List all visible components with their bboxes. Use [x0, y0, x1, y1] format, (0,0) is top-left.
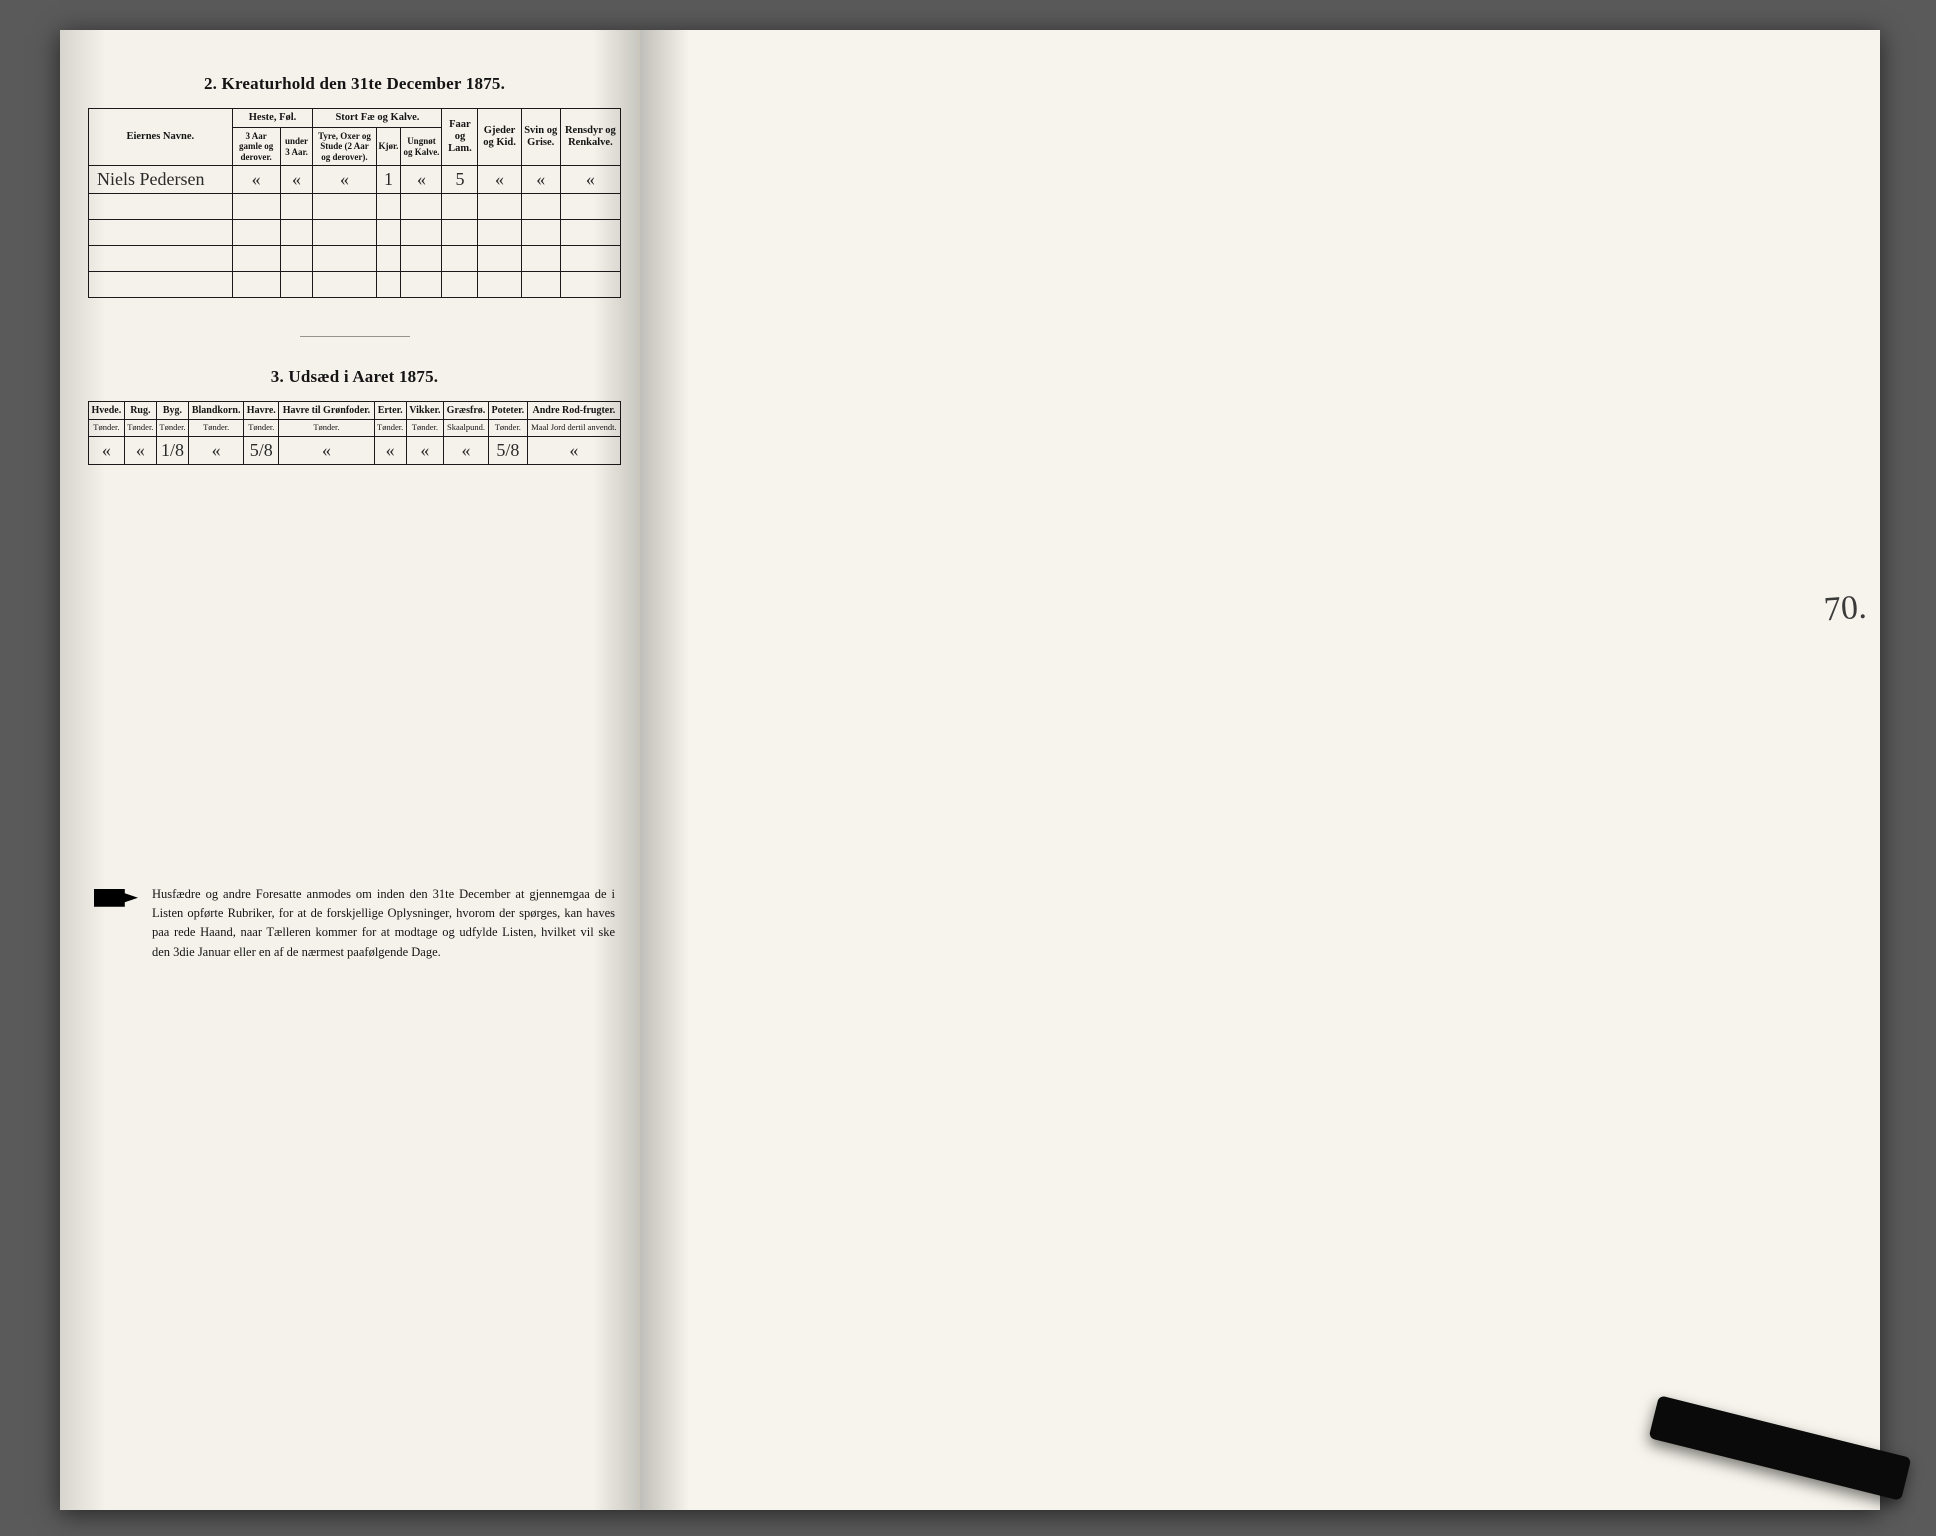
cell: 5/8 [244, 437, 279, 465]
table-row: Niels Pedersen « « « 1 « 5 « « « [89, 166, 621, 194]
left-page: 2. Kreaturhold den 31te December 1875. E… [60, 30, 640, 1510]
cell: « [232, 166, 280, 194]
seed-col: Andre Rod-frugter. [527, 401, 620, 420]
cell: « [124, 437, 156, 465]
seed-unit: Skaalpund. [444, 420, 489, 437]
cell: « [89, 437, 125, 465]
seed-col: Hvede. [89, 401, 125, 420]
table-row [89, 193, 621, 219]
cell: « [560, 166, 620, 194]
cell: « [406, 437, 443, 465]
cell: « [444, 437, 489, 465]
seed-unit: Tønder. [406, 420, 443, 437]
col-gjed: Gjeder og Kid. [478, 109, 521, 166]
seed-unit: Tønder. [156, 420, 188, 437]
seed-table: Hvede. Rug. Byg. Blandkorn. Havre. Havre… [88, 401, 621, 465]
table-row [89, 245, 621, 271]
cell: « [313, 166, 376, 194]
col-heste-a: 3 Aar gamle og derover. [232, 128, 280, 166]
col-svin: Svin og Grise. [521, 109, 560, 166]
seed-col: Havre. [244, 401, 279, 420]
livestock-table: Eiernes Navne. Heste, Føl. Stort Fæ og K… [88, 108, 621, 298]
owner-name: Niels Pedersen [89, 166, 233, 194]
seed-col: Poteter. [488, 401, 527, 420]
cell: « [189, 437, 244, 465]
col-stor-c: Ungnøt og Kalve. [401, 128, 442, 166]
table-row [89, 219, 621, 245]
cell: 1 [376, 166, 401, 194]
cell: 5 [442, 166, 478, 194]
pointing-hand-icon [94, 889, 138, 907]
section2-title: 2. Kreaturhold den 31te December 1875. [88, 74, 621, 94]
table-row: « « 1/8 « 5/8 « « « « 5/8 « [89, 437, 621, 465]
seed-unit: Tønder. [124, 420, 156, 437]
grp-storfe: Stort Fæ og Kalve. [313, 109, 442, 128]
seed-unit: Tønder. [488, 420, 527, 437]
cell: « [527, 437, 620, 465]
cell: « [280, 166, 313, 194]
col-stor-a: Tyre, Oxer og Stude (2 Aar og derover). [313, 128, 376, 166]
seed-unit: Tønder. [279, 420, 374, 437]
cell: « [478, 166, 521, 194]
col-heste-b: under 3 Aar. [280, 128, 313, 166]
section-divider [300, 336, 410, 337]
seed-unit: Maal Jord dertil anvendt. [527, 420, 620, 437]
seed-col: Græsfrø. [444, 401, 489, 420]
cell: « [374, 437, 406, 465]
cell: 1/8 [156, 437, 188, 465]
grp-heste: Heste, Føl. [232, 109, 313, 128]
section3-title: 3. Udsæd i Aaret 1875. [88, 367, 621, 387]
table-row [89, 271, 621, 297]
livestock-rows: Niels Pedersen « « « 1 « 5 « « « [89, 166, 621, 298]
page-number-annotation: 70. [1822, 589, 1867, 630]
seed-unit: Tønder. [189, 420, 244, 437]
cell: « [279, 437, 374, 465]
seed-unit: Tønder. [374, 420, 406, 437]
seed-unit: Tønder. [244, 420, 279, 437]
col-faar: Faar og Lam. [442, 109, 478, 166]
footer-note: Husfædre og andre Foresatte anmodes om i… [88, 885, 621, 963]
seed-unit: Tønder. [89, 420, 125, 437]
col-stor-b: Kjør. [376, 128, 401, 166]
seed-col: Vikker. [406, 401, 443, 420]
footer-text: Husfædre og andre Foresatte anmodes om i… [152, 885, 615, 963]
col-owner: Eiernes Navne. [89, 109, 233, 166]
right-page: 70. [640, 30, 1880, 1510]
seed-col: Havre til Grønfoder. [279, 401, 374, 420]
stylus-object [1649, 1395, 1912, 1501]
cell: « [401, 166, 442, 194]
cell: 5/8 [488, 437, 527, 465]
seed-col: Rug. [124, 401, 156, 420]
seed-col: Blandkorn. [189, 401, 244, 420]
col-rens: Rensdyr og Renkalve. [560, 109, 620, 166]
seed-col: Erter. [374, 401, 406, 420]
seed-col: Byg. [156, 401, 188, 420]
book-spread: 2. Kreaturhold den 31te December 1875. E… [60, 30, 1880, 1510]
cell: « [521, 166, 560, 194]
